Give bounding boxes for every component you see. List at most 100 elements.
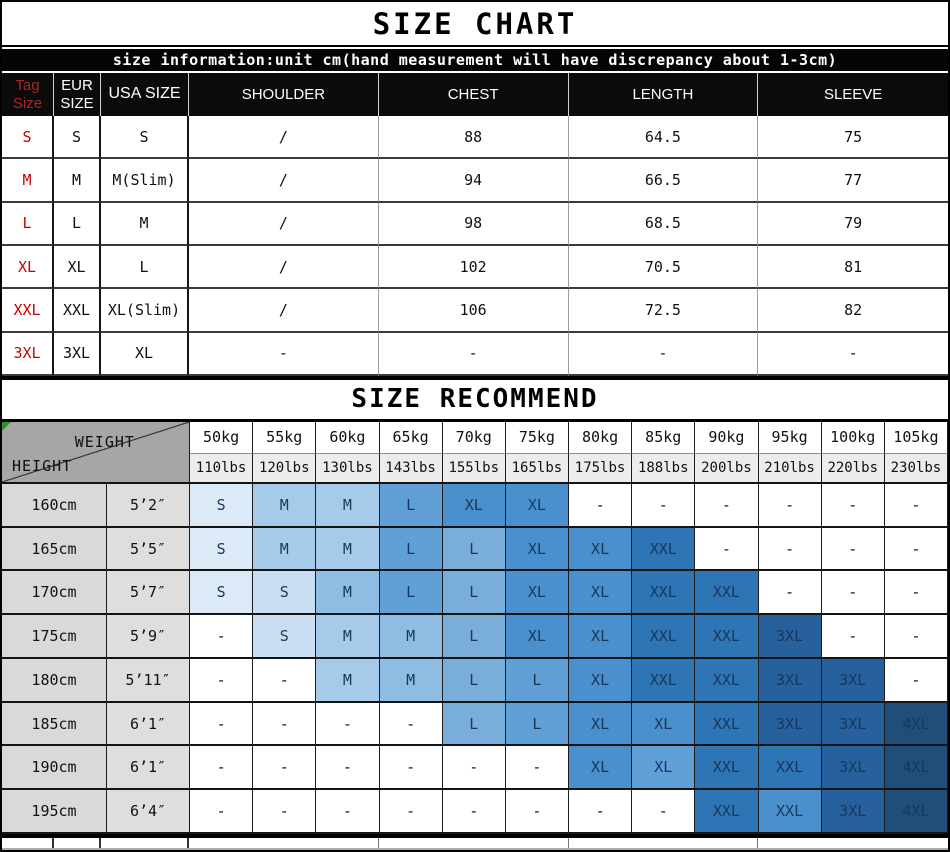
tag-size-cell: M — [2, 159, 54, 203]
chart-value-cell: 81 — [758, 245, 948, 290]
empty-cell: - — [379, 790, 443, 834]
size-recommend-title: SIZE RECOMMEND — [351, 384, 599, 415]
recommended-size-cell: 3XL — [821, 658, 885, 703]
chart-value-cell: - — [568, 332, 759, 376]
chart-value-cell: 70.5 — [568, 245, 759, 290]
height-ft-cell: 5’11″ — [107, 658, 190, 703]
empty-cell: - — [442, 790, 506, 834]
recommended-size-cell: S — [253, 571, 317, 616]
empty-cell: - — [695, 483, 759, 528]
recommended-size-cell: XL — [632, 746, 696, 791]
chart-value-cell: M — [54, 159, 101, 203]
recommended-size-cell: XXL — [632, 527, 696, 572]
chart-value-cell: / — [189, 245, 379, 290]
recommended-size-cell: L — [442, 527, 506, 572]
weight-lbs-header: 210lbs — [758, 453, 822, 484]
weight-lbs-header: 110lbs — [190, 453, 254, 484]
bottom-partial-cell — [101, 837, 189, 848]
empty-cell: - — [316, 790, 380, 834]
tag-size-header: Tag Size — [2, 73, 54, 116]
height-cm-cell: 185cm — [2, 702, 107, 747]
recommended-size-cell: S — [253, 615, 317, 659]
recommended-size-cell: M — [379, 658, 443, 703]
size-chart-title-band: SIZE CHART — [2, 2, 948, 47]
chart-value-cell: 3XL — [54, 332, 101, 376]
empty-cell: - — [758, 571, 822, 616]
empty-cell: - — [884, 615, 948, 659]
recommended-size-cell: 3XL — [821, 746, 885, 791]
chart-value-cell: S — [101, 116, 189, 160]
recommended-size-cell: 4XL — [884, 790, 948, 834]
recommended-size-cell: XL — [569, 571, 633, 616]
empty-cell: - — [884, 658, 948, 703]
chart-value-cell: M — [101, 202, 189, 246]
weight-kg-header: 60kg — [316, 421, 380, 454]
weight-kg-header: 80kg — [569, 421, 633, 454]
tag-size-cell: XXL — [2, 289, 54, 333]
recommended-size-cell: XXL — [758, 790, 822, 834]
recommended-size-cell: XXL — [695, 746, 759, 791]
weight-kg-header: 65kg — [379, 421, 443, 454]
empty-cell: - — [190, 746, 254, 791]
shoulder-header: SHOULDER — [189, 73, 379, 116]
empty-cell: - — [253, 746, 317, 791]
recommended-size-cell: M — [316, 615, 380, 659]
height-ft-cell: 6’1″ — [107, 702, 190, 747]
height-ft-cell: 5’7″ — [107, 571, 190, 616]
recommended-size-cell: L — [442, 615, 506, 659]
chart-value-cell: M(Slim) — [101, 159, 189, 203]
empty-cell: - — [190, 790, 254, 834]
height-label: HEIGHT — [12, 456, 73, 475]
recommended-size-cell: S — [190, 527, 254, 572]
weight-lbs-header: 188lbs — [632, 453, 696, 484]
chart-value-cell: - — [189, 332, 379, 376]
empty-cell: - — [253, 702, 317, 747]
weight-kg-header: 55kg — [253, 421, 317, 454]
empty-cell: - — [569, 790, 633, 834]
recommended-size-cell: XXL — [632, 658, 696, 703]
eur-size-header: EUR SIZE — [54, 73, 101, 116]
tag-size-cell: L — [2, 202, 54, 246]
recommended-size-cell: 3XL — [821, 790, 885, 834]
bottom-partial-cell — [54, 837, 101, 848]
empty-cell: - — [632, 483, 696, 528]
green-corner-icon — [2, 421, 11, 431]
height-cm-cell: 175cm — [2, 615, 107, 659]
weight-lbs-header: 143lbs — [379, 453, 443, 484]
tag-size-cell: 3XL — [2, 332, 54, 376]
chart-value-cell: / — [189, 289, 379, 333]
size-info-text: size information:unit cm(hand measuremen… — [112, 51, 838, 69]
weight-lbs-header: 155lbs — [442, 453, 506, 484]
empty-cell: - — [758, 527, 822, 572]
empty-cell: - — [821, 615, 885, 659]
height-cm-cell: 160cm — [2, 483, 107, 528]
chart-value-cell: 75 — [758, 116, 948, 160]
empty-cell: - — [190, 615, 254, 659]
bottom-partial-cell — [758, 838, 948, 848]
empty-cell: - — [316, 702, 380, 747]
recommended-size-cell: XXL — [695, 702, 759, 747]
height-ft-cell: 5’5″ — [107, 527, 190, 572]
chart-value-cell: 72.5 — [568, 289, 759, 333]
recommended-size-cell: XXL — [695, 658, 759, 703]
empty-cell: - — [569, 483, 633, 528]
weight-lbs-header: 200lbs — [695, 453, 759, 484]
recommended-size-cell: XXL — [695, 571, 759, 616]
empty-cell: - — [695, 527, 759, 572]
recommended-size-cell: XXL — [695, 790, 759, 834]
weight-lbs-header: 175lbs — [569, 453, 633, 484]
recommended-size-cell: XL — [569, 702, 633, 747]
height-ft-cell: 6’1″ — [107, 746, 190, 791]
recommended-size-cell: 3XL — [758, 658, 822, 703]
bottom-partial-cell — [2, 837, 54, 848]
weight-kg-header: 90kg — [695, 421, 759, 454]
recommended-size-cell: XL — [569, 615, 633, 659]
recommended-size-cell: XL — [442, 483, 506, 528]
recommended-size-cell: M — [253, 527, 317, 572]
recommended-size-cell: S — [190, 571, 254, 616]
height-cm-cell: 190cm — [2, 746, 107, 791]
recommended-size-cell: XXL — [632, 615, 696, 659]
empty-cell: - — [190, 702, 254, 747]
chart-value-cell: 98 — [378, 202, 569, 246]
